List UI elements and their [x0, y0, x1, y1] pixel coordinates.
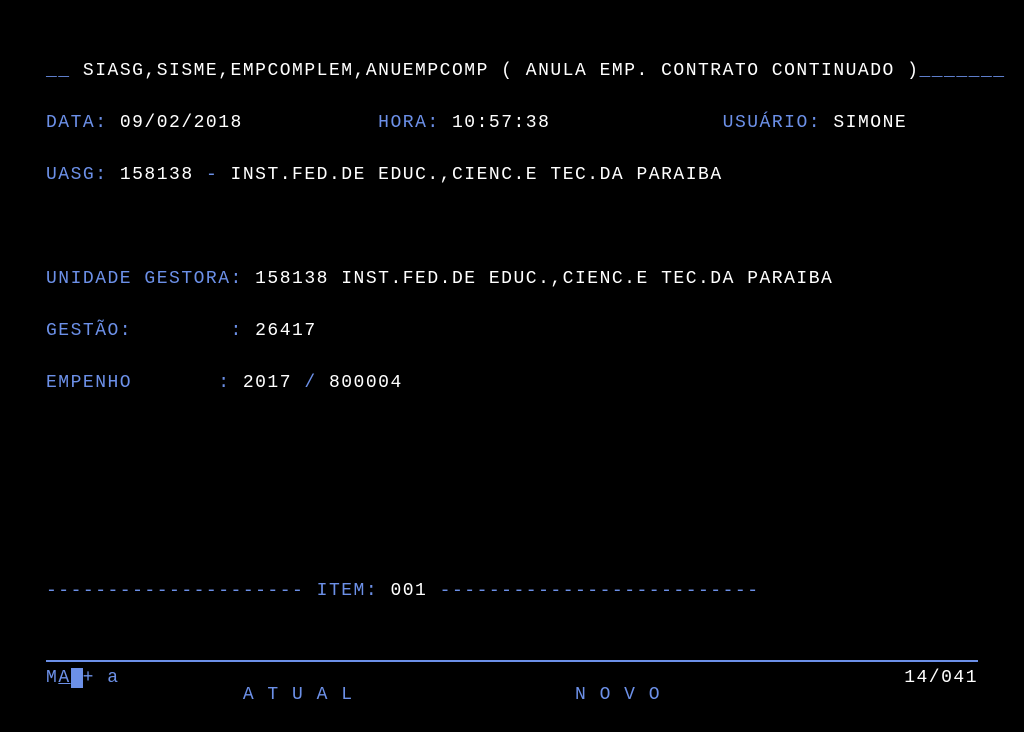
- empenho-label: EMPENHO :: [46, 373, 231, 393]
- status-m: M: [46, 668, 58, 688]
- item-header-row: --------------------- ITEM: 001 --------…: [46, 578, 978, 604]
- status-left: MA + a: [46, 668, 120, 688]
- date-time-row: DATA: 09/02/2018 HORA: 10:57:38 USUÁRIO:…: [46, 110, 978, 136]
- gestao-row: GESTÃO: : 26417: [46, 318, 978, 344]
- ug-label: UNIDADE GESTORA:: [46, 269, 243, 289]
- empenho-row: EMPENHO : 2017 / 800004: [46, 370, 978, 396]
- usuario-label: USUÁRIO:: [723, 113, 821, 133]
- empenho-year: 2017: [231, 373, 305, 393]
- header-underscore-right: _______: [919, 61, 1005, 81]
- data-value: 09/02/2018: [108, 113, 243, 133]
- blank-row-3: [46, 474, 978, 500]
- uasg-dash: -: [206, 165, 218, 185]
- breadcrumb: SIASG,SISME,EMPCOMPLEM,ANUEMPCOMP ( ANUL…: [71, 61, 920, 81]
- item-dashes-left: ---------------------: [46, 581, 317, 601]
- cursor-position: 14/041: [904, 668, 978, 688]
- uasg-label: UASG:: [46, 165, 108, 185]
- gestao-value: 26417: [243, 321, 317, 341]
- status-plus-a: + a: [83, 668, 120, 688]
- status-a: A: [58, 668, 70, 688]
- item-label: ITEM:: [317, 581, 379, 601]
- empenho-num: 800004: [317, 373, 403, 393]
- status-right: 14/041: [904, 668, 978, 688]
- blank-row-2: [46, 422, 978, 448]
- status-block-icon: [71, 668, 83, 688]
- header-row: __ SIASG,SISME,EMPCOMPLEM,ANUEMPCOMP ( A…: [46, 58, 978, 84]
- status-bar: MA + a 14/041: [46, 660, 978, 688]
- blank-row-4: [46, 526, 978, 552]
- gestao-label: GESTÃO: :: [46, 321, 243, 341]
- uasg-row: UASG: 158138 - INST.FED.DE EDUC.,CIENC.E…: [46, 162, 978, 188]
- terminal-screen: __ SIASG,SISME,EMPCOMPLEM,ANUEMPCOMP ( A…: [0, 0, 1024, 732]
- columns-labels: A T U A L N O V O: [46, 685, 661, 705]
- data-label: DATA:: [46, 113, 108, 133]
- hora-label: HORA:: [378, 113, 440, 133]
- blank-row-1: [46, 214, 978, 240]
- header-underscore-left: __: [46, 61, 71, 81]
- usuario-value: SIMONE: [821, 113, 907, 133]
- uasg-num: 158138: [108, 165, 206, 185]
- uasg-name: INST.FED.DE EDUC.,CIENC.E TEC.DA PARAIBA: [218, 165, 722, 185]
- ug-row: UNIDADE GESTORA: 158138 INST.FED.DE EDUC…: [46, 266, 978, 292]
- item-value: 001: [378, 581, 440, 601]
- item-dashes-right: --------------------------: [440, 581, 760, 601]
- ug-value: 158138 INST.FED.DE EDUC.,CIENC.E TEC.DA …: [243, 269, 833, 289]
- blank-row-5: [46, 630, 978, 656]
- empenho-slash: /: [304, 373, 316, 393]
- hora-value: 10:57:38: [440, 113, 551, 133]
